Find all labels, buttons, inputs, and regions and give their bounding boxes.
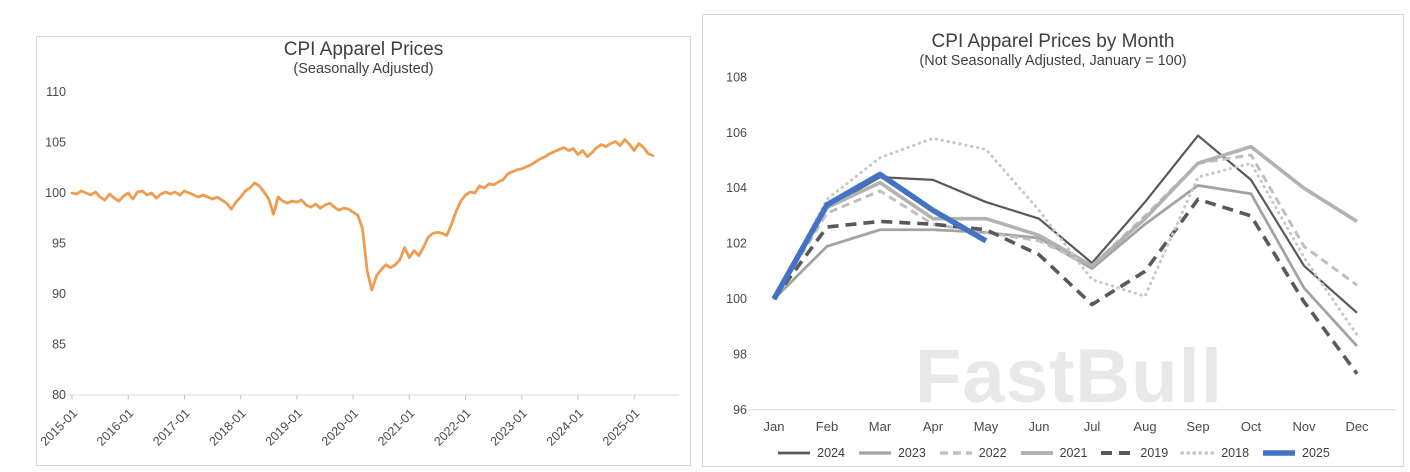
left-chart-titles: CPI Apparel Prices (Seasonally Adjusted) <box>37 39 690 79</box>
right-y-tick-label: 96 <box>733 403 747 417</box>
left-y-tick-label: 80 <box>52 388 66 402</box>
legend-label: 2022 <box>978 446 1007 460</box>
left-chart-plot: 110 105 100 95 90 85 80 2015-01 2016-01 2017-01 20… <box>38 85 679 449</box>
right-month-label: Nov <box>1292 419 1316 434</box>
legend-swatch-2025 <box>1263 450 1296 456</box>
legend-label: 2023 <box>897 446 926 460</box>
left-x-tick-label: 2022-01 <box>431 406 473 448</box>
legend-item-2021: 2021 <box>1019 446 1088 460</box>
right-y-tick-label: 104 <box>726 181 747 195</box>
right-month-label: Jul <box>1084 419 1101 434</box>
left-y-tick-label: 90 <box>52 287 66 301</box>
legend-item-2022: 2022 <box>938 446 1007 460</box>
legend-label: 2024 <box>817 446 845 460</box>
legend-label: 2021 <box>1059 446 1088 460</box>
left-x-tick-label: 2025-01 <box>600 406 642 448</box>
left-x-tick-label: 2016-01 <box>94 406 136 448</box>
left-y-tick-label: 85 <box>52 338 66 352</box>
series-2025-line <box>771 171 988 301</box>
right-y-tick-label: 108 <box>726 70 747 84</box>
left-x-tick-label: 2020-01 <box>319 406 361 448</box>
series-2021-line <box>772 144 1358 300</box>
left-chart-subtitle: (Seasonally Adjusted) <box>293 61 434 78</box>
left-y-tick-label: 95 <box>52 237 66 251</box>
right-month-label: Feb <box>816 419 838 434</box>
legend-item-2023: 2023 <box>857 446 926 460</box>
legend-item-2024: 2024 <box>776 446 845 460</box>
left-chart-panel: CPI Apparel Prices (Seasonally Adjusted)… <box>36 36 691 466</box>
right-month-label: Jun <box>1029 419 1050 434</box>
right-chart-subtitle: (Not Seasonally Adjusted, January = 100) <box>919 53 1187 70</box>
legend-item-2025: 2025 <box>1261 446 1330 460</box>
legend-swatch-2023 <box>858 451 891 455</box>
right-month-label: Aug <box>1133 419 1156 434</box>
right-chart-titles: CPI Apparel Prices by Month (Not Seasona… <box>703 31 1403 71</box>
legend-item-2019: 2019 <box>1099 446 1168 460</box>
right-chart-plot: 108 106 104 102 100 98 96 Jan Feb Mar Apr May Jun Jul… <box>726 70 1396 434</box>
left-y-tick-label: 100 <box>45 186 66 200</box>
series-2019-line <box>772 197 1359 375</box>
left-x-tick-label: 2021-01 <box>375 406 417 448</box>
legend-item-2018: 2018 <box>1180 446 1249 460</box>
left-series-line <box>70 138 655 292</box>
left-chart-title: CPI Apparel Prices <box>283 39 444 60</box>
right-chart-legend: 2024 2023 2022 2021 2019 2018 2025 <box>703 446 1403 460</box>
left-x-tick-label: 2017-01 <box>150 406 192 448</box>
right-chart-panel: CPI Apparel Prices by Month (Not Seasona… <box>702 14 1404 467</box>
series-2022-line <box>772 153 1358 300</box>
right-month-label: Oct <box>1241 419 1262 434</box>
left-y-tick-label: 105 <box>45 136 66 150</box>
legend-label: 2018 <box>1221 446 1250 460</box>
right-y-tick-label: 100 <box>726 292 747 306</box>
right-month-label: Sep <box>1186 419 1209 434</box>
left-x-tick-label: 2018-01 <box>206 406 248 448</box>
right-month-label: Jan <box>764 419 785 434</box>
series-2018-line <box>772 136 1359 337</box>
legend-swatch-2021 <box>1020 450 1053 456</box>
legend-label: 2019 <box>1140 446 1169 460</box>
left-x-tick-label: 2015-01 <box>38 406 80 448</box>
right-y-tick-label: 98 <box>733 347 747 361</box>
legend-label: 2025 <box>1302 446 1330 460</box>
left-x-tick-label: 2019-01 <box>263 406 305 448</box>
right-month-label: Dec <box>1345 419 1369 434</box>
legend-swatch-2022 <box>939 451 972 455</box>
legend-swatch-2019 <box>1101 450 1134 456</box>
right-month-label: Mar <box>869 419 892 434</box>
right-y-tick-label: 106 <box>726 126 747 140</box>
right-y-tick-label: 102 <box>726 237 747 251</box>
left-x-tick-label: 2023-01 <box>488 406 530 448</box>
left-x-tick-label: 2024-01 <box>544 406 586 448</box>
legend-swatch-2024 <box>778 451 811 455</box>
right-chart-title: CPI Apparel Prices by Month <box>931 31 1175 52</box>
legend-swatch-2018 <box>1180 451 1216 455</box>
right-month-label: May <box>974 419 999 434</box>
left-y-tick-label: 110 <box>46 85 66 99</box>
right-month-label: Apr <box>923 419 944 434</box>
